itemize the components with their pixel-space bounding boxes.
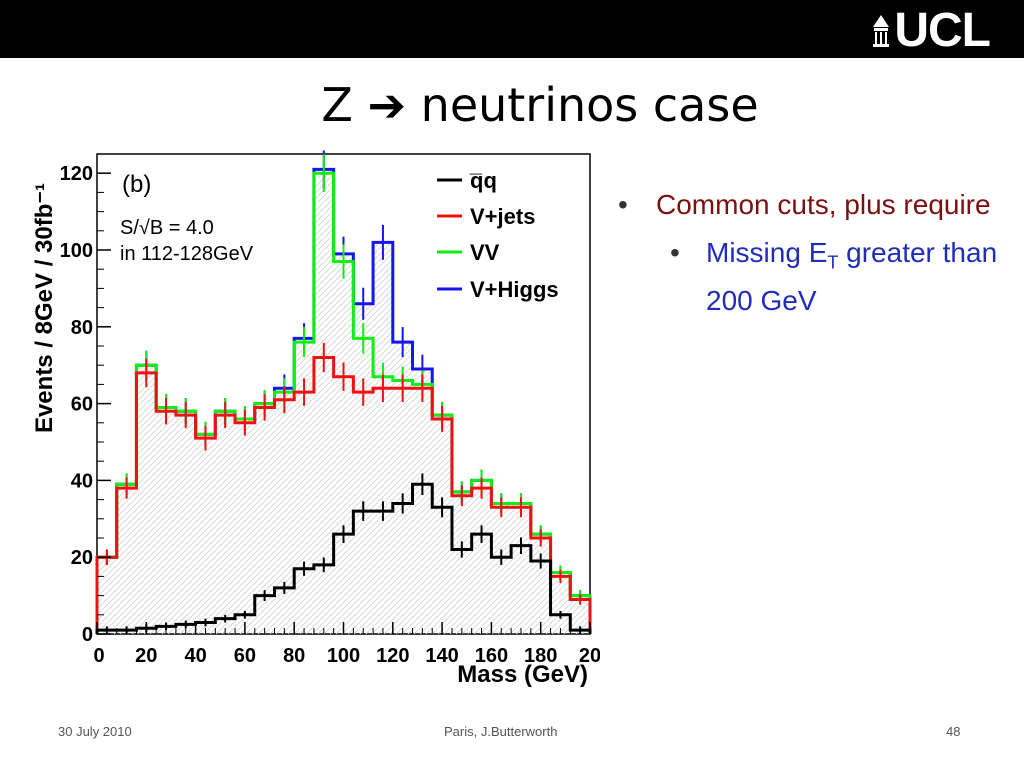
- axes: 0 20 40 60 80 100 120 140 160 180 2002040608010012…: [60, 163, 600, 667]
- annotation-window: in 112-128GeV: [120, 243, 254, 265]
- x-tick-label: 0: [93, 645, 104, 667]
- y-tick-label: 100: [60, 240, 93, 262]
- bullet-main: • Common cuts, plus require: [612, 186, 1012, 224]
- footer-author: Paris, J.Butterworth: [444, 724, 558, 739]
- annotation-significance: S/√B = 4.0: [120, 217, 214, 239]
- hatch-fill: [97, 169, 590, 635]
- bullet-sub-suffix: greater than 200 GeV: [706, 237, 998, 316]
- footer-date: 30 July 2010: [58, 724, 132, 739]
- bullet-list: • Common cuts, plus require • Missing ET…: [612, 186, 1012, 320]
- x-tick-label: 160: [475, 645, 508, 667]
- bullet-dot: •: [670, 237, 680, 268]
- legend: q̅q V+jets VV V+Higgs: [437, 168, 559, 302]
- footer-page-number: 48: [946, 724, 961, 739]
- logo-text: UCL: [894, 4, 991, 57]
- y-tick-label: 20: [71, 547, 93, 569]
- y-tick-label: 0: [82, 624, 93, 646]
- hatched-area: [97, 169, 590, 635]
- ucl-logo: UCL: [872, 4, 991, 57]
- series-vv-line: [95, 171, 592, 634]
- portico-icon: [873, 15, 890, 47]
- x-tick-label: 120: [376, 645, 409, 667]
- bullet-sub: • Missing ET greater than 200 GeV: [612, 234, 1012, 320]
- y-tick-label: 40: [71, 470, 93, 492]
- x-tick-label: 140: [425, 645, 458, 667]
- x-tick-label: 100: [327, 645, 360, 667]
- error-bars: [105, 150, 582, 634]
- y-tick-label: 60: [71, 394, 93, 416]
- legend-label-vhiggs: V+Higgs: [470, 277, 559, 302]
- x-tick-label: 180: [524, 645, 557, 667]
- top-bar: UCL: [0, 0, 1024, 58]
- bullet-sub-prefix: Missing E: [706, 237, 828, 268]
- y-tick-label: 120: [60, 163, 93, 185]
- bullet-sub-subscript: T: [827, 252, 839, 273]
- y-tick-label: 80: [71, 317, 93, 339]
- bullet-main-text: Common cuts, plus require: [656, 189, 991, 220]
- legend-label-vv: VV: [470, 240, 500, 265]
- slide-title: Z ➔ neutrinos case: [321, 78, 759, 132]
- series-vjets-line: [95, 356, 592, 634]
- legend-label-vjets: V+jets: [470, 204, 535, 229]
- bullet-dot: •: [618, 189, 628, 220]
- x-tick-label: 60: [234, 645, 256, 667]
- x-tick-label: 80: [283, 645, 305, 667]
- legend-label-qq: q̅q: [469, 168, 497, 193]
- x-axis-label: Mass (GeV): [457, 661, 588, 688]
- x-tick-label: 40: [184, 645, 206, 667]
- x-tick-label: 20: [135, 645, 157, 667]
- panel-label: (b): [122, 171, 151, 198]
- mass-histogram: 0 20 40 60 80 100 120 140 160 180 2002040608010012…: [31, 150, 600, 688]
- y-axis-label: Events / 8GeV / 30fb⁻¹: [31, 183, 58, 433]
- x-tick-label: 20: [579, 645, 600, 667]
